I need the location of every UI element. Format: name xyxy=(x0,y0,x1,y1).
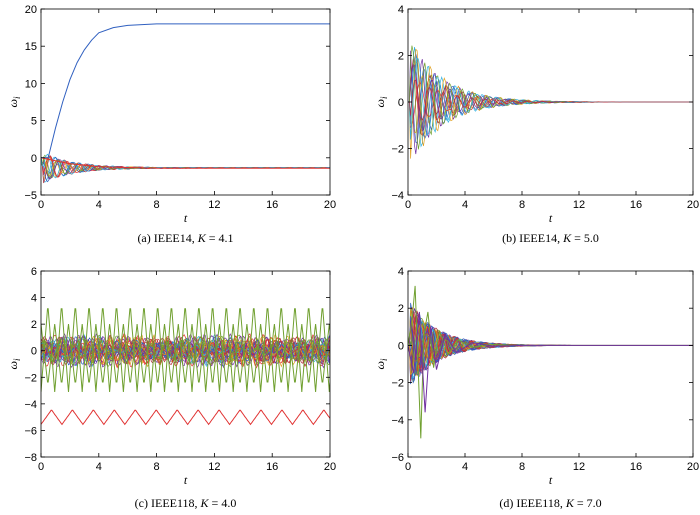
y-tick-label: 2 xyxy=(398,51,404,63)
plot-area xyxy=(41,23,330,184)
x-tick-label: 8 xyxy=(154,199,160,211)
x-tick-label: 4 xyxy=(96,199,102,211)
y-axis-label: ωi xyxy=(373,96,389,107)
x-axis-label: t xyxy=(549,473,553,487)
x-tick-label: 0 xyxy=(38,461,44,473)
x-tick-label: 8 xyxy=(519,461,525,473)
x-tick-label: 16 xyxy=(630,461,642,473)
y-axis-label: ωi xyxy=(373,358,389,369)
series-line xyxy=(41,156,330,176)
x-axis-label: t xyxy=(184,473,188,487)
series-line xyxy=(41,155,330,178)
series-line xyxy=(41,156,330,177)
series-line xyxy=(41,336,330,366)
series-line xyxy=(41,154,330,179)
x-tick-label: 4 xyxy=(96,461,102,473)
y-tick-label: 2 xyxy=(31,319,37,331)
x-tick-label: 0 xyxy=(405,461,411,473)
x-tick-label: 16 xyxy=(266,461,278,473)
x-tick-label: 20 xyxy=(324,199,336,211)
y-tick-label: 0 xyxy=(398,340,404,352)
y-tick-label: 5 xyxy=(31,116,37,128)
axes-frame xyxy=(40,270,331,458)
x-tick-label: 4 xyxy=(462,199,468,211)
axes-frame xyxy=(40,8,331,196)
y-tick-label: 0 xyxy=(31,346,37,358)
axes-frame xyxy=(407,270,694,458)
x-tick-label: 0 xyxy=(38,199,44,211)
series-line xyxy=(41,333,330,369)
series-line xyxy=(41,340,330,362)
x-tick-label: 8 xyxy=(154,461,160,473)
y-axis-label: ωi xyxy=(6,96,22,107)
x-tick-label: 20 xyxy=(324,461,336,473)
y-tick-label: −8 xyxy=(24,452,37,464)
y-tick-label: −4 xyxy=(391,190,404,202)
y-tick-label: −4 xyxy=(24,399,37,411)
y-tick-label: 0 xyxy=(398,97,404,109)
y-tick-label: −6 xyxy=(24,425,37,437)
x-axis-label: t xyxy=(549,211,553,225)
x-tick-label: 12 xyxy=(573,461,585,473)
x-axis-label: t xyxy=(184,211,188,225)
y-tick-label: 4 xyxy=(31,293,37,305)
plot-area xyxy=(408,285,693,439)
series-line xyxy=(408,307,693,377)
panel-c: 0 4 8 12 16 20 −8 −6 −4 −2 0 2 4 6 t ωi (c) IEEE118, K =… xyxy=(6,266,336,510)
series-line xyxy=(408,59,693,140)
y-tick-label: 10 xyxy=(25,78,37,90)
y-tick-label: 20 xyxy=(25,4,37,16)
x-tick-label: 8 xyxy=(519,199,525,211)
y-tick-label: −6 xyxy=(391,452,404,464)
panel-caption: (d) IEEE118, K = 7.0 xyxy=(499,496,601,510)
y-tick-label: −2 xyxy=(391,378,404,390)
x-tick-label: 12 xyxy=(573,199,585,211)
plot-area xyxy=(41,308,330,426)
x-tick-label: 20 xyxy=(687,199,699,211)
y-tick-label: 4 xyxy=(398,4,404,16)
y-tick-label: −5 xyxy=(24,190,37,202)
y-tick-label: −4 xyxy=(391,415,404,427)
y-axis-label: ωi xyxy=(6,358,22,369)
panel-b: 0 4 8 12 16 20 −4 −2 0 2 4 t ωi (b) IEEE14, K = 5.0 xyxy=(373,4,699,245)
x-tick-label: 0 xyxy=(405,199,411,211)
panel-caption: (a) IEEE14, K = 4.1 xyxy=(137,231,233,245)
x-tick-label: 4 xyxy=(462,461,468,473)
x-tick-label: 12 xyxy=(208,199,220,211)
highlight-series-line xyxy=(41,308,330,392)
highlight-series-line xyxy=(41,409,330,426)
y-tick-label: −2 xyxy=(24,372,37,384)
panel-d: 0 4 8 12 16 20 −6 −4 −2 0 2 4 t ωi (d) IEEE118, K = 7.… xyxy=(373,266,699,510)
highlight-series-line xyxy=(408,285,693,439)
x-tick-label: 16 xyxy=(266,199,278,211)
plot-area xyxy=(408,45,693,159)
highlight-series-line xyxy=(408,311,693,413)
y-tick-label: −2 xyxy=(391,144,404,156)
highlight-series-line xyxy=(41,157,330,169)
x-tick-label: 20 xyxy=(687,461,699,473)
highlight-series-line xyxy=(41,324,330,383)
x-tick-label: 12 xyxy=(208,461,220,473)
y-tick-label: 2 xyxy=(398,303,404,315)
series-line xyxy=(408,79,693,122)
panel-caption: (b) IEEE14, K = 5.0 xyxy=(502,231,599,245)
panel-caption: (c) IEEE118, K = 4.0 xyxy=(135,496,237,510)
highlight-series-line xyxy=(41,23,330,159)
y-tick-label: 0 xyxy=(31,153,37,165)
x-tick-label: 16 xyxy=(630,199,642,211)
y-tick-label: 15 xyxy=(25,41,37,53)
y-tick-label: 6 xyxy=(31,266,37,278)
y-tick-label: 4 xyxy=(398,266,404,278)
